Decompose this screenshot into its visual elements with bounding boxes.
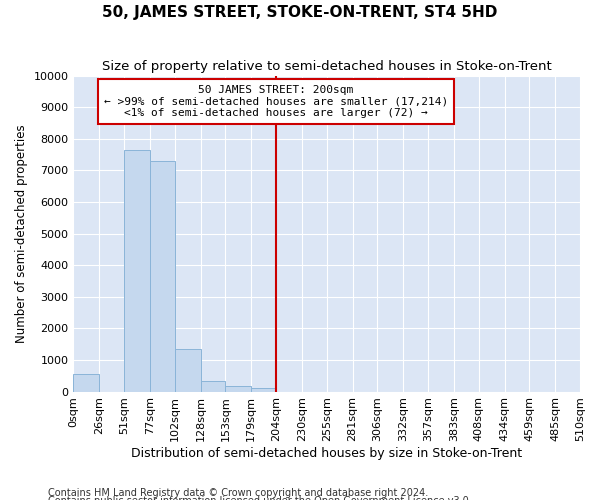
- Bar: [150, 161, 175, 392]
- Bar: [175, 349, 200, 392]
- Text: 50 JAMES STREET: 200sqm
← >99% of semi-detached houses are smaller (17,214)
<1% : 50 JAMES STREET: 200sqm ← >99% of semi-d…: [104, 85, 448, 118]
- Bar: [251, 388, 276, 392]
- Bar: [73, 374, 99, 392]
- X-axis label: Distribution of semi-detached houses by size in Stoke-on-Trent: Distribution of semi-detached houses by …: [131, 447, 522, 460]
- Y-axis label: Number of semi-detached properties: Number of semi-detached properties: [15, 124, 28, 343]
- Bar: [124, 150, 150, 392]
- Bar: [200, 380, 226, 392]
- Text: 50, JAMES STREET, STOKE-ON-TRENT, ST4 5HD: 50, JAMES STREET, STOKE-ON-TRENT, ST4 5H…: [103, 5, 497, 20]
- Text: Contains HM Land Registry data © Crown copyright and database right 2024.: Contains HM Land Registry data © Crown c…: [48, 488, 428, 498]
- Title: Size of property relative to semi-detached houses in Stoke-on-Trent: Size of property relative to semi-detach…: [102, 60, 551, 73]
- Bar: [226, 386, 251, 392]
- Text: Contains public sector information licensed under the Open Government Licence v3: Contains public sector information licen…: [48, 496, 472, 500]
